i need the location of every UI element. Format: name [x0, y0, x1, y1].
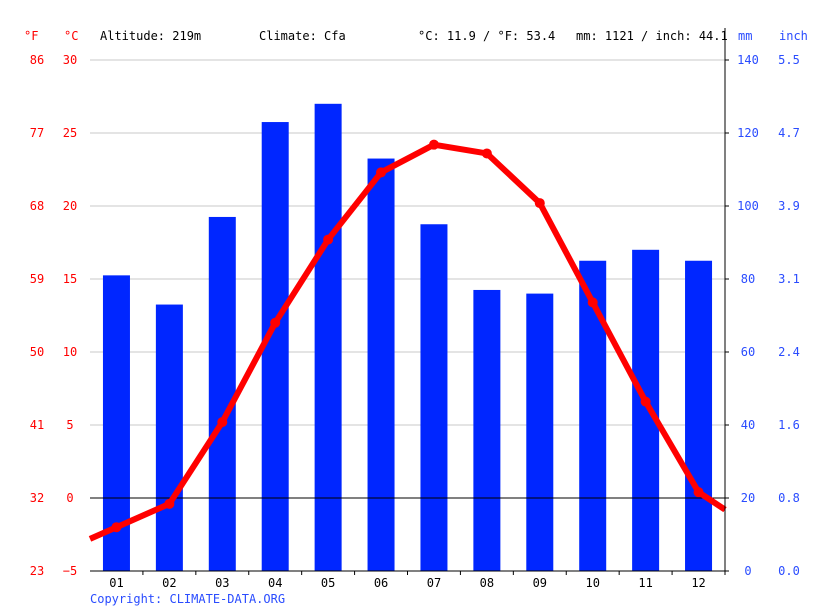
inch-tick-label: 1.6 [778, 418, 800, 432]
fahrenheit-tick-label: 77 [30, 126, 44, 140]
copyright-link[interactable]: Copyright: CLIMATE-DATA.ORG [90, 592, 285, 606]
precipitation-bar [155, 304, 183, 571]
precipitation-bar [579, 260, 607, 571]
inch-unit-label: inch [779, 29, 808, 43]
precipitation-bar [632, 249, 660, 572]
mm-tick-label: 100 [737, 199, 759, 213]
month-label: 06 [374, 576, 388, 590]
temperature-point [164, 498, 175, 509]
temperature-line [88, 141, 727, 542]
fahrenheit-tick-label: 86 [30, 53, 44, 67]
month-label: 01 [109, 576, 123, 590]
temperature-point [693, 487, 704, 498]
mm-tick-label: 120 [737, 126, 759, 140]
temperature-point [481, 148, 492, 159]
temperature-point [640, 396, 651, 407]
fahrenheit-tick-label: 50 [30, 345, 44, 359]
temperature-point [270, 317, 281, 328]
temperature-point [428, 139, 439, 150]
fahrenheit-tick-label: 68 [30, 199, 44, 213]
fahrenheit-tick-label: 59 [30, 272, 44, 286]
celsius-tick-label: 0 [66, 491, 73, 505]
inch-tick-label: 3.1 [778, 272, 800, 286]
celsius-tick-label: 10 [63, 345, 77, 359]
temperature-point [534, 198, 545, 209]
inch-tick-label: 0.0 [778, 564, 800, 578]
month-label: 11 [638, 576, 652, 590]
precipitation-bar [261, 122, 289, 572]
month-label: 10 [585, 576, 599, 590]
celsius-tick-label: 20 [63, 199, 77, 213]
month-label: 05 [321, 576, 335, 590]
month-label: 12 [691, 576, 705, 590]
precipitation-bar [685, 260, 713, 571]
precipitation-bar [208, 216, 236, 571]
altitude-label: Altitude: 219m [100, 29, 201, 43]
mm-tick-label: 60 [741, 345, 755, 359]
inch-tick-label: 5.5 [778, 53, 800, 67]
celsius-tick-label: 30 [63, 53, 77, 67]
month-label: 03 [215, 576, 229, 590]
mm-tick-label: 140 [737, 53, 759, 67]
temperature-point [217, 417, 228, 428]
fahrenheit-tick-label: 41 [30, 418, 44, 432]
temperature-point [587, 297, 598, 308]
mm-tick-label: 80 [741, 272, 755, 286]
temperature-point [323, 234, 334, 245]
mm-tick-label: 0 [744, 564, 751, 578]
precipitation-bar [526, 293, 554, 571]
month-label: 09 [533, 576, 547, 590]
fahrenheit-tick-label: 32 [30, 491, 44, 505]
temperature-point [111, 522, 122, 533]
precipitation-bar [314, 103, 342, 572]
fahrenheit-tick-label: 23 [30, 564, 44, 578]
month-label: 07 [427, 576, 441, 590]
mm-unit-label: mm [738, 29, 752, 43]
celsius-tick-label: 25 [63, 126, 77, 140]
climate-label: Climate: Cfa [259, 29, 346, 43]
precipitation-bar [420, 224, 448, 571]
month-label: 08 [480, 576, 494, 590]
celsius-tick-label: 15 [63, 272, 77, 286]
mm-tick-label: 40 [741, 418, 755, 432]
temperature-point [376, 167, 387, 178]
precipitation-bar [367, 158, 395, 572]
precip-total-label: mm: 1121 / inch: 44.1 [576, 29, 728, 43]
month-label: 02 [162, 576, 176, 590]
celsius-tick-label: −5 [63, 564, 77, 578]
mm-tick-label: 20 [741, 491, 755, 505]
precipitation-bar [473, 289, 501, 571]
fahrenheit-unit-label: °F [24, 29, 38, 43]
month-label: 04 [268, 576, 282, 590]
celsius-unit-label: °C [64, 29, 78, 43]
inch-tick-label: 2.4 [778, 345, 800, 359]
inch-tick-label: 0.8 [778, 491, 800, 505]
inch-tick-label: 4.7 [778, 126, 800, 140]
average-temp-label: °C: 11.9 / °F: 53.4 [418, 29, 555, 43]
inch-tick-label: 3.9 [778, 199, 800, 213]
celsius-tick-label: 5 [66, 418, 73, 432]
